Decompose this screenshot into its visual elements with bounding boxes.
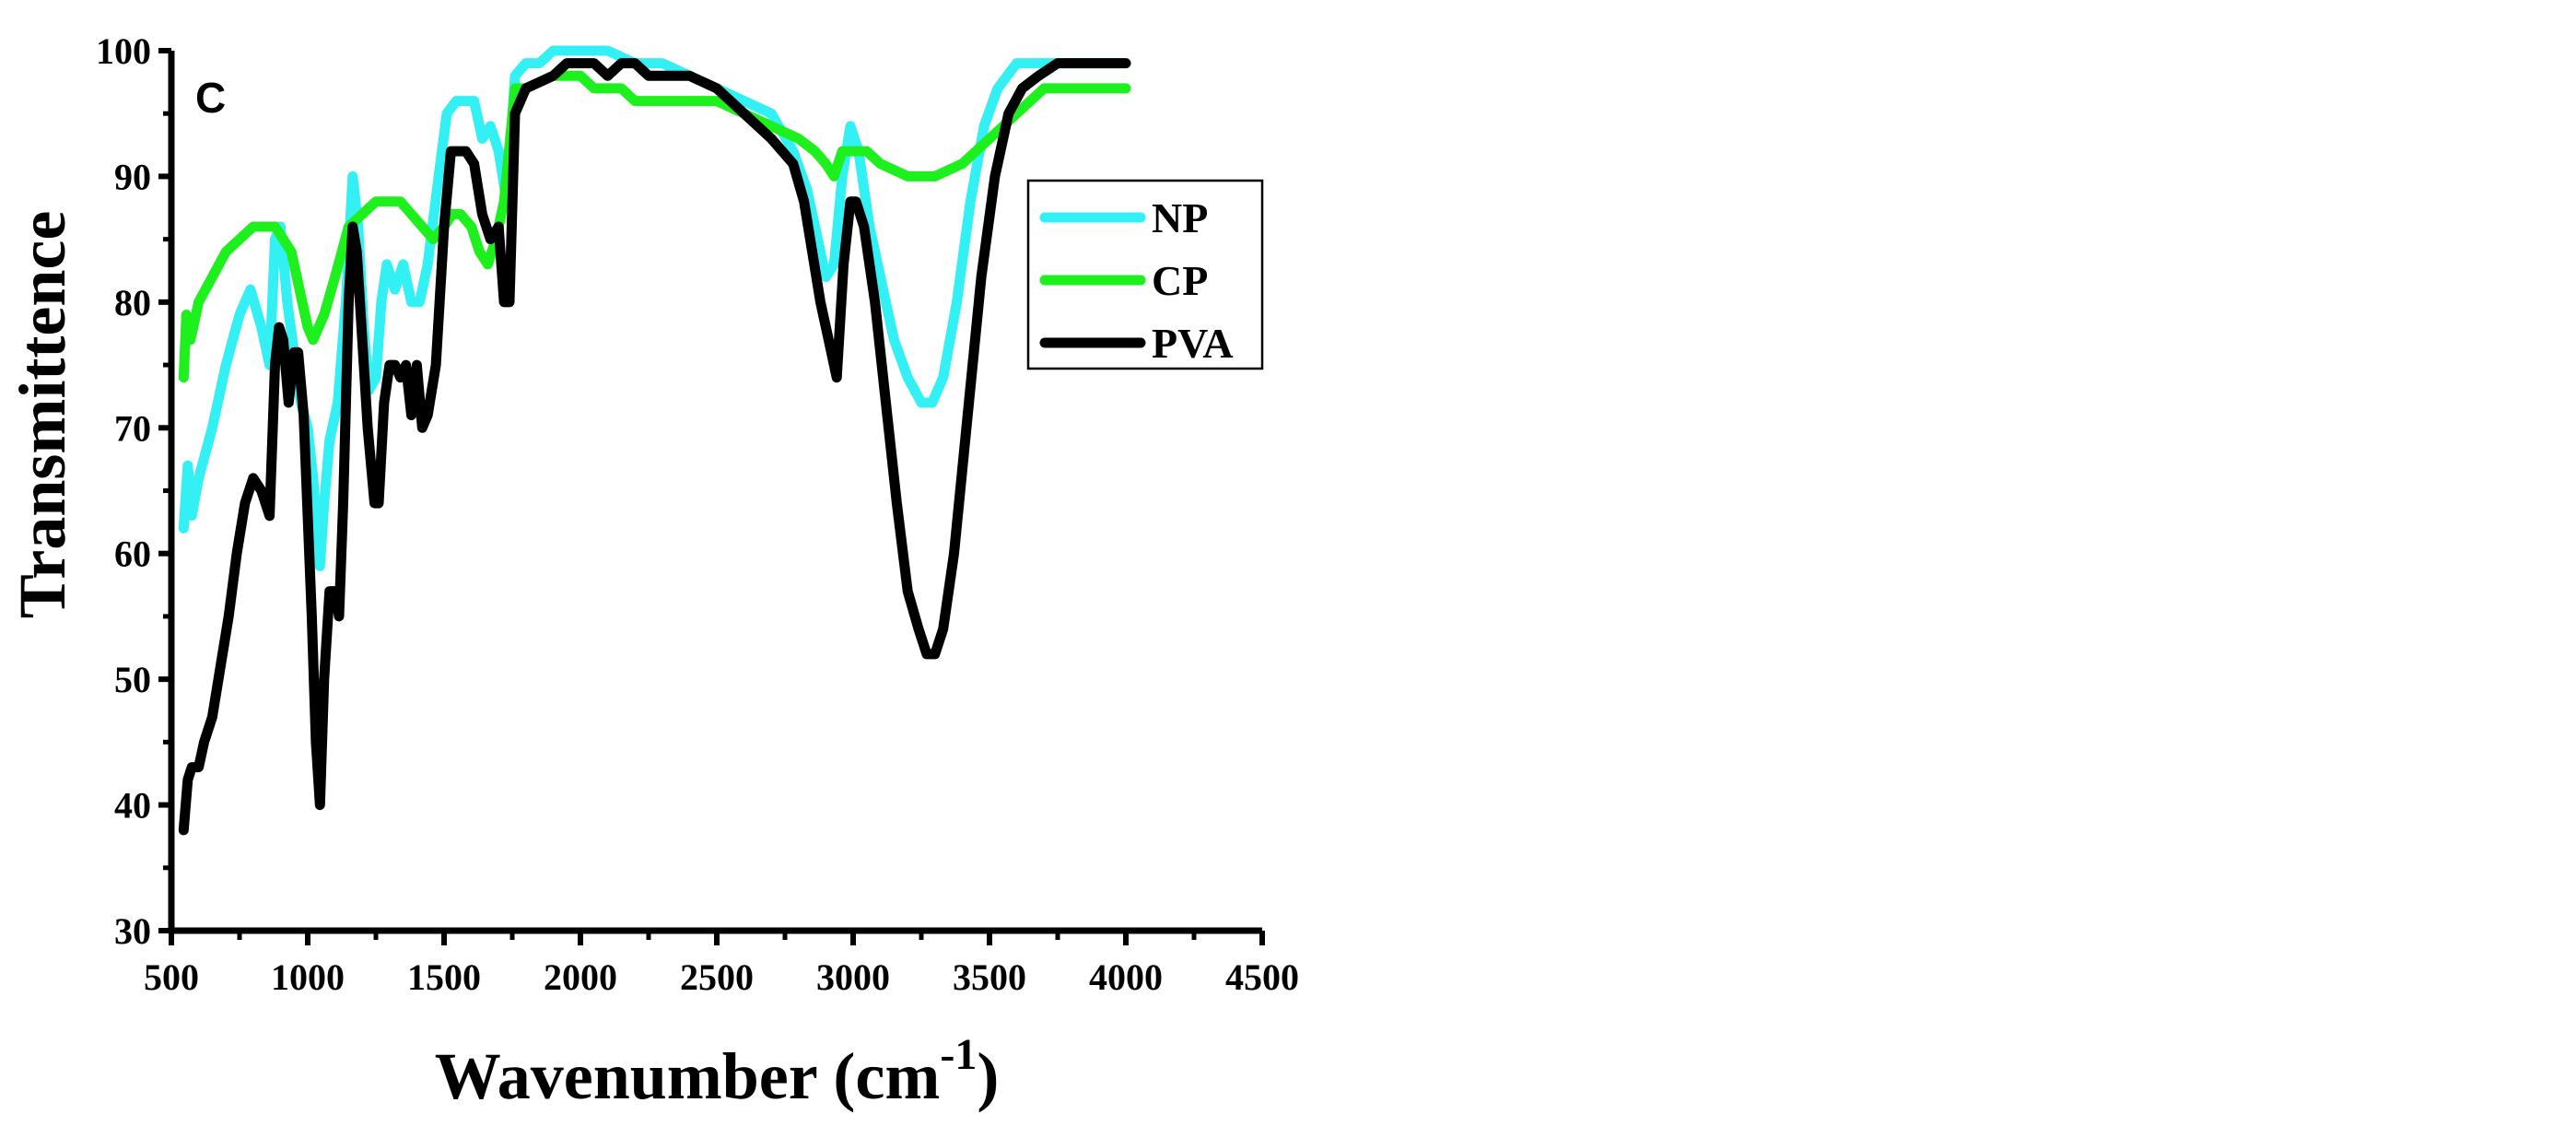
- y-tick-label: 60: [114, 534, 151, 575]
- plot-lines: [178, 45, 1131, 836]
- x-tick-label: 1500: [407, 956, 481, 998]
- y-tick-label: 80: [114, 282, 151, 323]
- x-tick-label: 2500: [680, 956, 754, 998]
- legend-items: NP CP PVA: [1039, 194, 1234, 367]
- legend-label-pva: PVA: [1152, 320, 1234, 367]
- legend-box: [1026, 179, 1264, 370]
- x-tick-label: 4500: [1225, 956, 1299, 998]
- x-axis-title-close: ): [977, 1039, 999, 1113]
- legend-label-cp: CP: [1152, 257, 1208, 304]
- y-tick-label: 90: [114, 156, 151, 197]
- y-axis-title: Transmittence: [6, 211, 79, 619]
- panel-label: C: [195, 74, 226, 122]
- x-tick-label: 1000: [271, 956, 345, 998]
- x-axis-title-text: Wavenumber (cm: [435, 1039, 941, 1113]
- y-tick-label: 50: [114, 659, 151, 700]
- x-tick-label: 3500: [953, 956, 1026, 998]
- x-tick-label: 3000: [816, 956, 890, 998]
- x-axis-title: Wavenumber (cm-1): [435, 1030, 1000, 1113]
- x-axis-title-superscript: -1: [940, 1030, 977, 1079]
- y-tick-label: 100: [96, 30, 151, 72]
- x-ticks: 500 1000 1500 2000 2500 3000 3500 4000 4500: [144, 931, 1299, 998]
- series-line-cp: [178, 70, 1131, 383]
- y-tick-label: 30: [114, 910, 151, 952]
- legend-label-np: NP: [1152, 194, 1208, 241]
- y-tick-label: 70: [114, 407, 151, 449]
- x-tick-label: 4000: [1089, 956, 1163, 998]
- y-tick-label: 40: [114, 785, 151, 827]
- legend: NP CP PVA: [1026, 179, 1264, 370]
- x-tick-label: 2000: [544, 956, 617, 998]
- series-line-pva: [178, 58, 1131, 836]
- x-tick-label: 500: [144, 956, 199, 998]
- y-ticks: 30 40 50 60 70 80 90 100: [96, 30, 171, 952]
